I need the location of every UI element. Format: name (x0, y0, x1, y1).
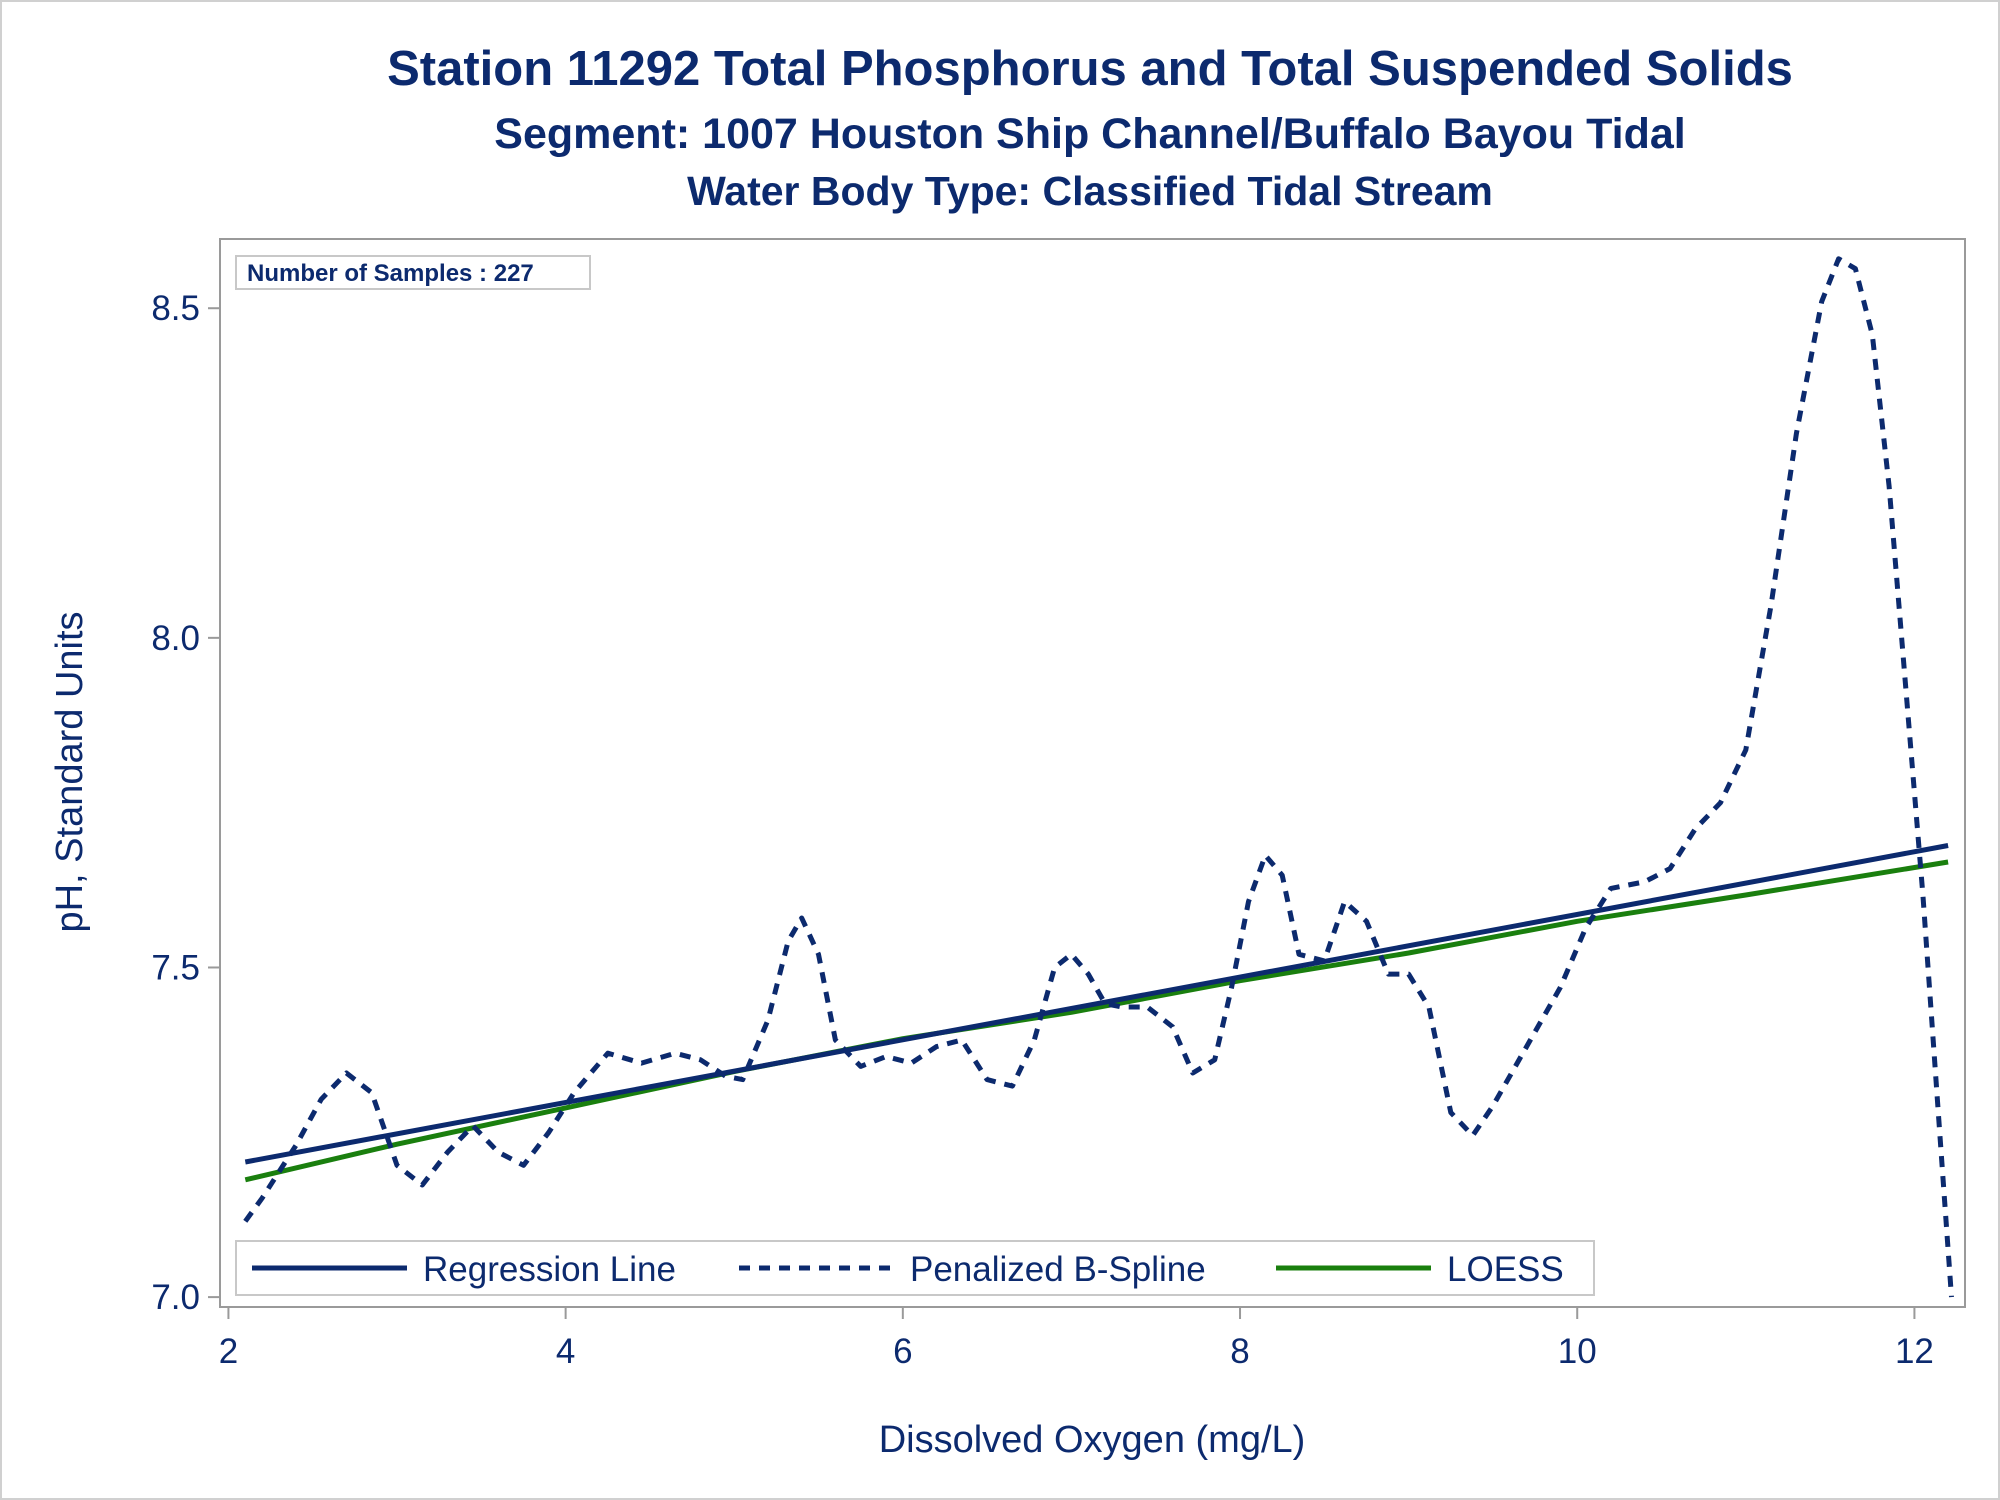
sample-count-box (235, 255, 591, 290)
x-tick-label: 6 (893, 1332, 912, 1371)
x-tick-label: 4 (556, 1332, 575, 1371)
y-tick-label: 8.0 (151, 619, 200, 658)
x-axis-label: Dissolved Oxygen (mg/L) (879, 1419, 1306, 1461)
x-axis: 2 4 6 8 10 12 (219, 1307, 1934, 1371)
legend-label: Penalized B-Spline (910, 1250, 1206, 1289)
series-line-regression-line (244, 843, 1949, 1165)
series-line-penalized-b-spline (243, 256, 1954, 1298)
x-tick-label: 12 (1895, 1332, 1934, 1371)
legend-items: Regression Line Penalized B-Spline LOESS (252, 1250, 1564, 1289)
chart-subtitle: Segment: 1007 Houston Ship Channel/Buffa… (494, 110, 1685, 158)
sample-count-annotation: Number of Samples : 227 (247, 260, 534, 287)
x-tick-label: 2 (219, 1332, 238, 1371)
y-axis: 7.0 7.5 8.0 8.5 (151, 289, 220, 1317)
chart-subtitle-2: Water Body Type: Classified Tidal Stream (687, 168, 1493, 214)
plot-area (219, 238, 1966, 1308)
chart-title: Station 11292 Total Phosphorus and Total… (387, 42, 1793, 96)
legend-label: LOESS (1447, 1250, 1564, 1289)
series-layer (243, 256, 1954, 1298)
x-tick-label: 8 (1230, 1332, 1249, 1371)
legend-label: Regression Line (423, 1250, 676, 1289)
series-line-loess (244, 859, 1949, 1183)
y-tick-label: 8.5 (151, 289, 200, 328)
x-tick-label: 10 (1558, 1332, 1597, 1371)
y-tick-label: 7.5 (151, 948, 200, 987)
y-axis-label: pH, Standard Units (49, 611, 91, 932)
y-tick-label: 7.0 (151, 1278, 200, 1317)
